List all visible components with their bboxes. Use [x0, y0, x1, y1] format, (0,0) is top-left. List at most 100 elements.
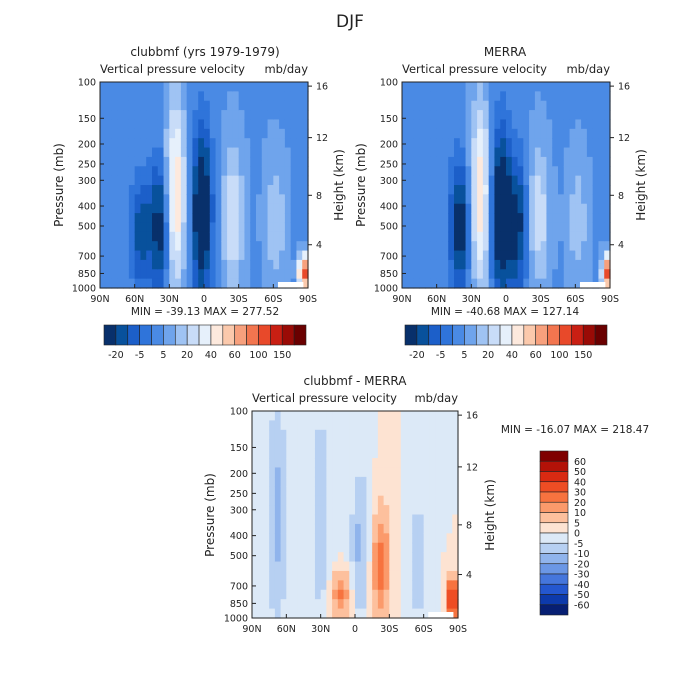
field-cell [482, 175, 490, 186]
field-cell [280, 608, 287, 619]
field-cell [355, 476, 362, 487]
field-cell [488, 82, 496, 92]
field-cell [477, 166, 484, 177]
field-cell [454, 259, 461, 270]
field-cell [581, 231, 588, 242]
field-cell [252, 448, 259, 459]
field-cell [377, 439, 385, 450]
field-cell [459, 250, 467, 261]
field-cell [100, 138, 107, 149]
field-cell [279, 222, 286, 233]
field-cell [232, 203, 240, 214]
field-cell [244, 100, 251, 111]
field-cell [442, 241, 449, 252]
field-cell [419, 100, 426, 111]
field-cell [511, 138, 519, 149]
field-cell [146, 250, 153, 261]
field-cell [529, 241, 536, 252]
field-cell [297, 589, 305, 600]
field-cell [506, 82, 513, 92]
field-cell [157, 278, 165, 289]
field-cell [471, 138, 478, 149]
x-tick-label: 60N [277, 624, 296, 635]
field-cell [440, 486, 448, 497]
field-cell [267, 119, 274, 130]
field-cell [140, 128, 147, 139]
field-cell [540, 278, 548, 289]
colorbar-swatch [127, 324, 140, 346]
field-cell [377, 580, 385, 591]
field-cell [302, 138, 309, 149]
field-cell [123, 213, 130, 224]
field-cell [563, 119, 571, 130]
field-cell [417, 439, 425, 450]
field-cell [419, 166, 426, 177]
colorbar-swatch [539, 460, 569, 472]
field-cell [552, 241, 559, 252]
field-cell [320, 486, 327, 497]
field-cell [407, 147, 415, 158]
colorbar-label: -5 [135, 350, 144, 361]
field-cell [477, 259, 484, 270]
field-cell [429, 580, 436, 591]
field-cell [511, 231, 519, 242]
field-cell [100, 241, 107, 252]
field-cell [465, 156, 472, 167]
field-cell [221, 231, 228, 242]
colorbar-swatch [535, 324, 548, 346]
field-cell [395, 570, 402, 581]
field-cell [209, 100, 217, 111]
field-cell [406, 533, 413, 544]
field-cell [250, 166, 257, 177]
field-cell [303, 476, 310, 487]
field-cell [429, 476, 436, 487]
field-cell [296, 194, 303, 205]
field-cell [302, 185, 309, 195]
field-cell [372, 495, 379, 506]
field-cell [221, 278, 228, 289]
field-cell [517, 175, 524, 186]
field-cell [326, 495, 333, 506]
field-cell [221, 241, 228, 252]
field-cell [500, 128, 507, 139]
field-cell [366, 486, 373, 497]
field-cell [332, 523, 339, 534]
field-cell [296, 241, 303, 252]
field-cell [477, 156, 484, 167]
field-cell [140, 82, 147, 92]
field-cell [448, 100, 455, 111]
colorbar-swatch [416, 324, 430, 346]
colorbar-swatch [539, 512, 569, 524]
field-cell [488, 100, 496, 111]
field-cell [349, 411, 356, 422]
field-cell [326, 476, 333, 487]
field-cell [430, 269, 438, 280]
field-cell [366, 552, 373, 563]
field-cell [575, 241, 582, 252]
field-cell [186, 147, 194, 158]
field-cell [343, 495, 350, 506]
field-cell [419, 156, 426, 167]
field-cell [303, 608, 310, 619]
field-cell [429, 523, 436, 534]
panel-diff-subtitle: Vertical pressure velocity [252, 391, 397, 405]
field-cell [123, 147, 130, 158]
field-cell [274, 495, 282, 506]
field-cell [413, 185, 420, 195]
field-cell [215, 250, 222, 261]
field-cell [389, 533, 396, 544]
field-cell [395, 599, 402, 610]
field-cell [134, 138, 142, 149]
field-cell [500, 241, 507, 252]
field-cell [309, 514, 316, 525]
x-tick-label: 90N [90, 294, 109, 305]
y-tick-label: 200 [78, 140, 96, 151]
field-cell [309, 589, 316, 600]
field-cell [360, 429, 368, 440]
field-cell [425, 231, 432, 242]
field-cell [383, 420, 390, 431]
field-cell [238, 175, 246, 186]
field-cell [581, 128, 588, 139]
field-cell [540, 213, 548, 224]
field-cell [320, 514, 327, 525]
